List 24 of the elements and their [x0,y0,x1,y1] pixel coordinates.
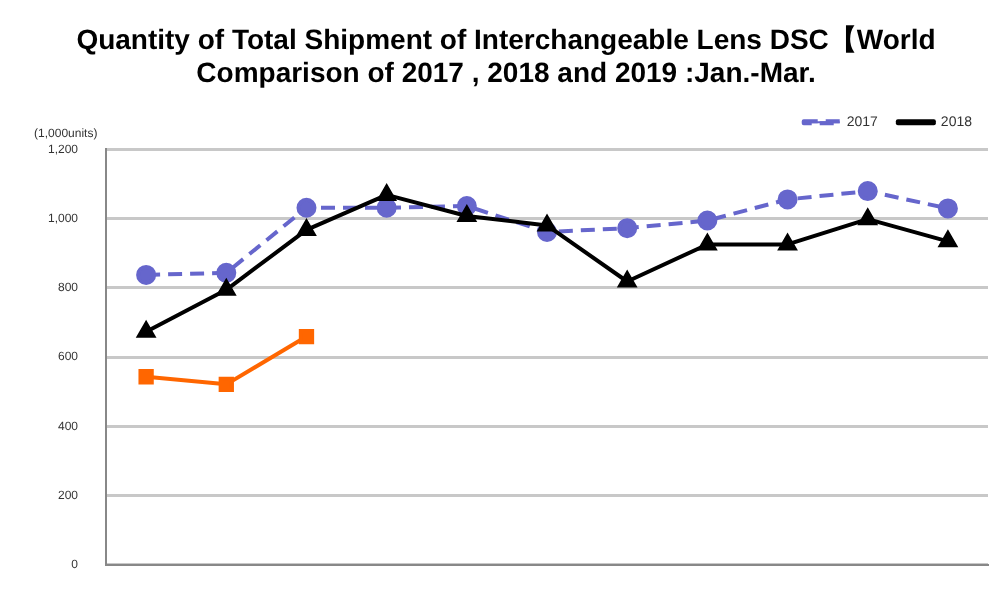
point [778,234,797,251]
point [136,264,157,285]
point [538,215,556,232]
point [777,189,798,210]
point [937,198,958,219]
point [697,210,718,231]
text: Quantity of Total Shipment of Interchangeable Lens DSC【World [76,22,936,55]
point [298,328,315,345]
point [698,234,717,251]
point [217,279,236,296]
point [617,218,638,239]
point [858,209,877,226]
point [218,376,234,393]
point [618,271,637,288]
point [457,206,476,223]
point [857,181,878,202]
point [137,321,156,338]
point [296,197,317,218]
point [216,262,237,283]
point [138,369,154,385]
point [938,231,957,248]
point [297,219,316,236]
point [377,184,396,201]
text: Comparison of 2017 , 2018 and 2019 :Jan.-Mar. [196,56,816,89]
